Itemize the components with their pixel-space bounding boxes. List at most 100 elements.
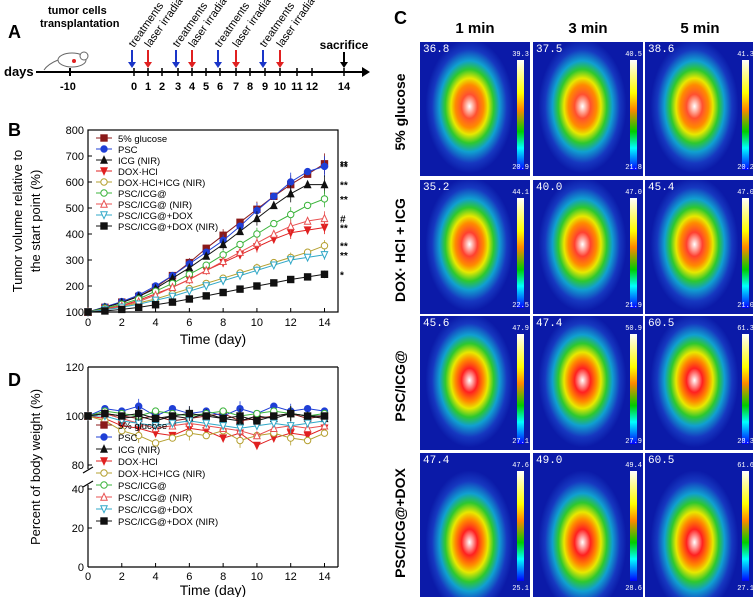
legend-label: DOX·HCl (118, 457, 158, 468)
color-scale-bar (630, 60, 637, 170)
temperature-readout: 45.4 (648, 182, 675, 194)
x-tick-label: 12 (285, 571, 297, 583)
legend-label: PSC/ICG@+DOX (118, 211, 194, 222)
data-point (252, 441, 261, 451)
data-point (269, 200, 278, 210)
column-header: 3 min (568, 20, 608, 37)
legend-label: PSC/ICG@ (118, 189, 167, 200)
sacrifice-label: sacrifice (320, 38, 369, 52)
legend-label: ICG (NIR) (118, 156, 160, 167)
thermal-image: 38.6 41.3 20.2 (645, 42, 753, 176)
x-tick-label: 6 (186, 317, 192, 329)
panel-letter-b: B (8, 120, 21, 140)
data-point (168, 292, 177, 302)
data-point (185, 287, 194, 297)
temperature-readout: 47.4 (536, 318, 563, 330)
timeline-tick-label: 7 (233, 81, 239, 93)
timeline-tick-label: 0 (131, 81, 137, 93)
data-point (303, 431, 312, 441)
timeline-tick-label: 14 (338, 81, 351, 93)
column-header: 1 min (455, 20, 495, 37)
scale-min: 21.0 (737, 302, 753, 310)
panel-letter-c: C (394, 8, 407, 28)
timeline-tick-label: 10 (274, 81, 286, 93)
data-point (252, 213, 261, 223)
scale-min: 27.1 (512, 438, 529, 446)
x-tick-label: 6 (186, 571, 192, 583)
scale-min: 22.5 (512, 302, 529, 310)
thermal-image: 45.4 47.0 21.0 (645, 180, 753, 314)
y-tick-label: 20 (72, 523, 84, 535)
significance-mark: ** (340, 251, 348, 262)
x-tick-label: 12 (285, 317, 297, 329)
data-point (320, 195, 329, 203)
data-point (269, 419, 278, 429)
temperature-readout: 49.0 (536, 455, 563, 467)
timeline-tick-label: 8 (247, 81, 253, 93)
data-point (134, 409, 143, 418)
thermal-image: 60.5 61.3 28.3 (645, 316, 753, 450)
thermal-image: 49.0 49.4 28.6 (533, 453, 643, 597)
x-tick-label: 8 (220, 571, 226, 583)
data-point (236, 247, 245, 256)
scale-max: 47.0 (625, 189, 642, 197)
x-tick-label: 2 (119, 571, 125, 583)
thermal-image: 60.5 61.6 27.1 (645, 453, 753, 597)
y-tick-label: 200 (66, 281, 84, 293)
sacrifice-arrowhead (340, 62, 348, 68)
data-point (101, 409, 109, 418)
data-point (168, 282, 177, 291)
legend-marker (100, 167, 108, 176)
data-point (286, 188, 295, 198)
data-point (134, 431, 143, 440)
body-weight-chart: 0 20 40 80 100 120 0 2 4 6 8 10 12 14 Time (day) Percen… (28, 362, 339, 597)
axis-break-mark (82, 480, 94, 488)
y-axis-label: Percent of body weight (%) (28, 389, 43, 545)
color-scale-bar (517, 198, 524, 308)
series-8 (84, 270, 329, 316)
data-point (219, 422, 228, 431)
data-point (303, 216, 312, 225)
data-point (219, 239, 228, 249)
color-scale-bar (517, 60, 524, 170)
data-point (320, 412, 329, 420)
data-point (185, 274, 194, 284)
data-point (168, 298, 177, 306)
scale-max: 61.3 (737, 325, 753, 333)
timeline-labels: treatments treatments treatments treatments… (127, 0, 369, 52)
data-point (253, 409, 261, 418)
data-point (252, 238, 261, 247)
plot-frame (87, 129, 339, 313)
data-point (151, 407, 160, 415)
laser-arrowhead (232, 62, 240, 68)
mouse-icon (43, 51, 89, 71)
temperature-readout: 37.5 (536, 44, 563, 56)
data-point (236, 271, 245, 281)
x-tick-label: 10 (251, 571, 263, 583)
y-tick-label: 300 (66, 255, 84, 267)
legend-label: PSC/ICG@+DOX (118, 505, 194, 516)
legend-marker (100, 199, 108, 208)
legend-marker (100, 178, 108, 186)
scale-min: 27.1 (737, 585, 753, 593)
color-scale-bar (742, 60, 749, 170)
row-label: 5% glucose (392, 73, 408, 151)
scale-min: 21.8 (625, 164, 642, 172)
data-point (303, 273, 312, 281)
data-point (168, 434, 177, 442)
timeline-tick-label: 11 (291, 81, 303, 93)
x-tick-label: 0 (85, 571, 91, 583)
y-axis-label-line2: the start point (%) (28, 170, 43, 273)
data-point (185, 295, 194, 303)
data-point (236, 240, 244, 249)
data-point (286, 221, 295, 230)
data-point (303, 404, 312, 413)
data-point (236, 412, 244, 420)
timeline-arrowhead (362, 67, 370, 77)
thermal-image: 45.6 47.9 27.1 (420, 316, 530, 450)
data-point (303, 201, 312, 210)
significance-mark: # (340, 214, 346, 225)
